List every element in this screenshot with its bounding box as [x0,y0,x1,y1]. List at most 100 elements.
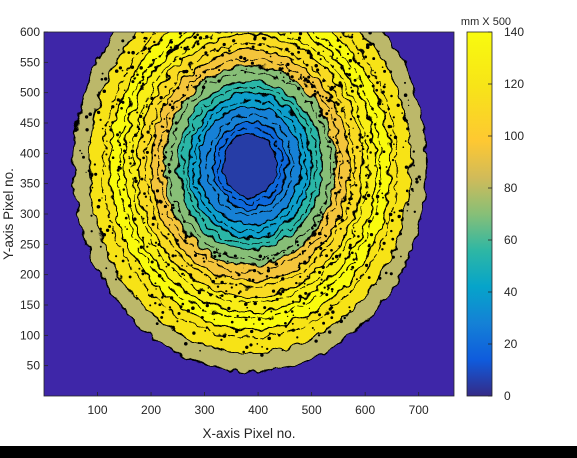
speckle-dot [258,66,260,68]
speckle-dot [169,46,173,49]
speckle-dot [158,55,161,58]
speckle-dot [371,84,375,88]
speckle-dot [171,100,173,103]
speckle-dot [334,254,339,259]
speckle-dot [323,286,326,289]
speckle-dot [245,68,248,70]
x-tick-label: 500 [302,403,322,417]
speckle-dot [105,153,108,156]
speckle-dot [369,151,372,154]
speckle-dot [303,77,308,82]
speckle-dot [269,55,272,58]
speckle-dot [243,7,245,9]
speckle-dot [393,211,396,214]
speckle-dot [322,115,326,119]
speckle-dot [330,248,333,252]
speckle-dot [180,46,183,49]
speckle-dot [322,79,326,83]
speckle-dot [385,166,388,168]
speckle-dot [398,232,403,236]
speckle-dot [250,61,254,65]
colorbar-tick-label: 0 [504,389,511,403]
speckle-dot [305,49,307,52]
speckle-dot [320,278,323,281]
speckle-dot [105,267,108,270]
speckle-dot [293,2,294,3]
speckle-dot [161,145,163,148]
speckle-dot [419,178,422,181]
speckle-dot [266,269,271,273]
y-tick-label: 450 [20,116,40,130]
contour-line-6 [145,43,355,288]
speckle-dot [236,314,239,318]
speckle-dot [380,178,382,180]
speckle-dot [301,20,304,23]
speckle-dot [325,96,328,100]
speckle-dot [221,53,224,57]
x-tick-label: 700 [409,403,429,417]
speckle-dot [199,14,200,15]
speckle-dot [166,117,168,119]
speckle-dot [357,52,360,55]
speckle-dot [364,240,367,242]
speckle-dot [263,255,266,258]
speckle-dot [381,248,384,251]
speckle-dot [318,214,321,217]
speckle-dot [151,122,154,125]
speckle-dot [116,168,120,172]
speckle-dot [201,309,205,312]
speckle-dot [332,161,335,164]
speckle-dot [177,311,181,316]
speckle-dot [221,26,222,27]
speckle-dot [236,33,239,35]
speckle-dot [161,296,164,299]
speckle-dot [181,113,184,115]
speckle-dot [134,179,138,184]
speckle-dot [313,329,315,331]
speckle-dot [244,7,246,9]
speckle-dot [328,307,332,311]
y-tick-label: 50 [27,359,41,373]
x-axis-label: X-axis Pixel no. [202,426,295,441]
speckle-dot [348,67,351,70]
speckle-dot [297,266,300,268]
speckle-dot [290,310,294,313]
speckle-dot [338,254,340,256]
speckle-dot [155,288,157,290]
speckle-dot [338,150,342,154]
speckle-dot [371,107,374,111]
speckle-dot [160,169,164,172]
speckle-dot [230,22,233,25]
speckle-dot [296,244,300,247]
speckle-dot [254,9,256,11]
speckle-dot [334,191,337,195]
speckle-dot [213,250,217,254]
speckle-dot [387,107,390,111]
speckle-dot [201,78,204,81]
speckle-dot [337,214,341,219]
speckle-dot [356,115,360,119]
speckle-dot [340,176,343,179]
contour-line-5 [158,58,342,273]
speckle-dot [314,339,318,343]
speckle-dot [254,295,258,299]
speckle-dot [239,290,242,293]
speckle-dot [108,125,111,128]
speckle-dot [139,245,144,249]
speckle-dot [174,216,177,219]
speckle-dot [101,127,104,130]
speckle-dot [340,218,345,223]
speckle-dot [229,19,232,22]
speckle-dot [320,121,322,123]
speckle-dot [354,62,357,64]
speckle-dot [180,100,184,104]
speckle-dot [143,45,146,48]
speckle-dot [415,177,418,181]
speckle-dot [93,163,97,166]
speckle-dot [327,109,330,112]
speckle-dot [199,349,201,352]
speckle-dot [259,0,261,2]
speckle-dot [150,96,154,101]
speckle-dot [191,306,195,310]
speckle-dot [172,233,175,236]
